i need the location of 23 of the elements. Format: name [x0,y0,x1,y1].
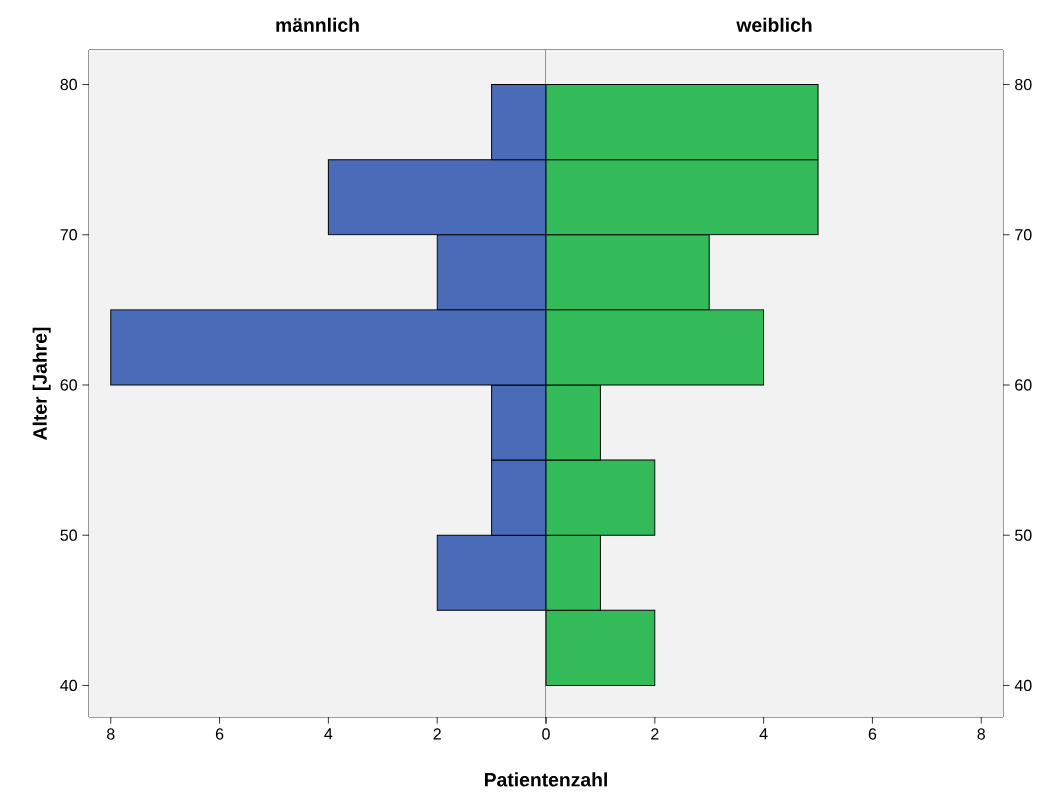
y-tick-label: 40 [1014,679,1032,692]
y-tick-label: 70 [60,229,77,241]
y-tick-label: 50 [60,529,77,541]
y-tick-label: 80 [1015,78,1032,91]
y-tick-label: 60 [1015,379,1032,391]
x-tick-label: 6 [215,728,224,740]
y-tick-label: 80 [60,78,77,91]
x-axis-title: Patientenzahl [484,772,607,787]
x-tick-label: 0 [542,728,550,740]
x-tick-label: 8 [977,728,985,740]
y-tick-label: 70 [1015,229,1032,241]
y-tick-label: 60 [60,379,77,391]
y-tick-label: 50 [1015,529,1032,541]
x-tick-label: 4 [324,728,333,740]
chart-title: weiblich [736,17,812,32]
y-tick-label: 40 [60,679,77,692]
x-tick-label: 6 [868,728,877,740]
x-tick-label: 8 [107,728,115,740]
x-tick-label: 4 [759,728,768,740]
x-tick-label: 2 [651,728,659,740]
x-tick-label: 2 [433,728,441,740]
chart-title: männlich [276,17,359,32]
y-axis-title: Alter [Jahre] [32,327,51,440]
